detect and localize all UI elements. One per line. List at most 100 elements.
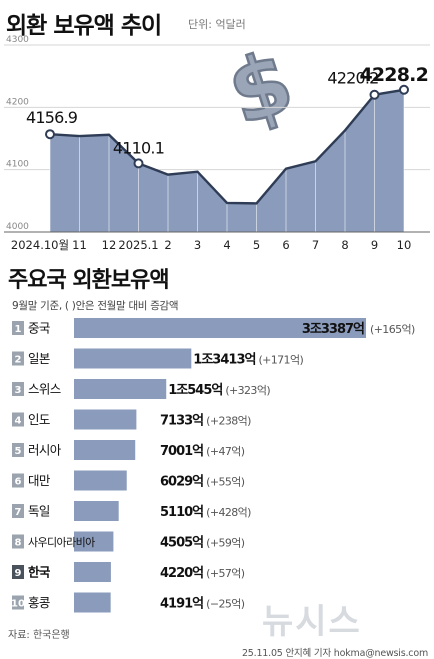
x-tick-label: 3 [194, 238, 201, 252]
x-tick-label: 5 [253, 238, 260, 252]
bar [74, 379, 167, 399]
country-reserves-bar-chart: 1 중국 3조3387억 (+165억) 2 일본 1조3413억 (+171억) 3 스위스 1조… [11, 318, 416, 613]
change-label: (+323억) [225, 384, 270, 397]
change-label: (+47억) [206, 445, 245, 458]
x-tick-label: 2 [164, 238, 171, 252]
x-tick-label: 8 [341, 238, 348, 252]
bar-row: 10 홍콩 4191억 (−25억) [11, 592, 245, 613]
country-label: 사우디아라비아 [28, 536, 95, 549]
bar-row: 7 독일 5110억 (+428억) [12, 501, 252, 521]
y-tick-label: 4000 [6, 222, 29, 232]
country-label: 러시아 [28, 443, 62, 458]
rank-number: 10 [11, 599, 25, 610]
change-label: (−25억) [206, 598, 245, 611]
change-label: (+57억) [206, 567, 245, 580]
x-tick-label: 12 [102, 238, 117, 252]
bar [74, 501, 119, 521]
rank-number: 1 [15, 324, 22, 335]
y-tick-label: 4200 [6, 97, 29, 107]
rank-number: 3 [15, 385, 22, 396]
x-tick-label: 9 [371, 238, 378, 252]
value-label: 1조545억 [168, 383, 222, 398]
bar [74, 470, 127, 491]
rank-number: 6 [15, 477, 22, 488]
bar-row: 8 사우디아라비아 4505억 (+59억) [12, 531, 245, 552]
rank-number: 8 [15, 538, 22, 549]
country-label: 중국 [28, 321, 50, 336]
bar-row: 4 인도 7133억 (+238억) [12, 409, 252, 430]
bar-row: 3 스위스 1조545억 (+323억) [12, 379, 271, 399]
value-label: 4191억 [160, 597, 203, 612]
watermark: 뉴시스 [262, 602, 362, 642]
x-tick-label: 11 [72, 238, 87, 252]
x-tick-label: 2024.10월 [11, 238, 69, 252]
x-tick-label: 4 [223, 238, 230, 252]
value-label: 3조3387억 [302, 322, 364, 337]
chart-title: 외환 보유액 추이 [6, 13, 162, 39]
highlight-marker [133, 158, 144, 169]
bar [74, 440, 136, 460]
rank-badge [12, 534, 24, 549]
rank-number: 5 [15, 446, 22, 457]
value-label: 7133억 [160, 414, 203, 429]
y-tick-label: 4300 [6, 35, 29, 45]
bar-row: 5 러시아 7001억 (+47억) [12, 440, 245, 460]
x-tick-label: 2025.1 [118, 238, 158, 252]
dollar-sign-icon: $ [216, 31, 306, 147]
x-tick-label: 6 [282, 238, 289, 252]
source-note: 자료: 한국은행 [8, 630, 70, 641]
x-tick-label: 7 [312, 238, 319, 252]
bar-row: 6 대만 6029억 (+55억) [12, 470, 245, 491]
value-annotation: 4220.2 [327, 69, 378, 88]
value-label: 6029억 [160, 475, 203, 490]
rank-badge [12, 351, 24, 366]
rank-number: 2 [15, 355, 22, 366]
bar-row: 1 중국 3조3387억 (+165억) [12, 318, 416, 338]
change-label: (+238억) [206, 415, 251, 428]
highlight-marker [399, 84, 409, 95]
bar [74, 409, 137, 430]
rank-badge [12, 595, 24, 610]
rank-badge [12, 382, 24, 396]
country-label: 홍콩 [28, 595, 50, 610]
rank-number: 7 [15, 507, 22, 518]
reserves-trend-chart: $ 4300 4200 4100 4000 2024.10월 11 12 2025.1 2 3 4… [4, 31, 430, 252]
country-label: 대만 [28, 473, 51, 488]
bar [74, 531, 114, 552]
value-annotation: 4110.1 [113, 138, 164, 157]
x-tick-label: 10 [397, 238, 412, 252]
country-label: 한국 [28, 565, 51, 580]
bar [74, 318, 366, 338]
bar [74, 592, 111, 613]
country-label: 스위스 [28, 382, 61, 397]
svg-text:$: $ [217, 32, 305, 146]
change-label: (+171억) [258, 354, 303, 367]
rank-number: 9 [15, 568, 22, 579]
highlight-marker [45, 129, 55, 140]
rank-badge [12, 412, 24, 427]
bar-row: 9 한국 4220억 (+57억) [12, 562, 245, 582]
bar [74, 348, 192, 369]
y-tick-label: 4100 [6, 160, 29, 170]
series-line [49, 88, 405, 205]
bar [74, 562, 111, 582]
country-label: 일본 [28, 351, 50, 366]
section-note: 9월말 기준, ( )안은 전월말 대비 증감액 [12, 300, 179, 312]
value-label: 4505억 [160, 536, 203, 551]
rank-badge [12, 504, 24, 518]
value-label: 7001억 [160, 444, 203, 459]
rank-badge [12, 321, 24, 335]
section-title: 주요국 외환보유액 [8, 268, 170, 293]
change-label: (+428억) [206, 506, 251, 519]
value-annotation: 4228.2 [359, 64, 428, 86]
rank-badge [12, 565, 24, 579]
country-label: 인도 [28, 412, 50, 427]
credit-line: 25.11.05 안지혜 기자 hokma@newsis.com [241, 648, 428, 659]
value-label: 4220억 [160, 566, 203, 581]
rank-number: 4 [15, 416, 22, 427]
rank-badge [12, 473, 24, 488]
value-annotation: 4156.9 [26, 108, 78, 127]
change-label: (+59억) [206, 537, 245, 550]
unit-label: 단위: 억달러 [188, 18, 246, 31]
